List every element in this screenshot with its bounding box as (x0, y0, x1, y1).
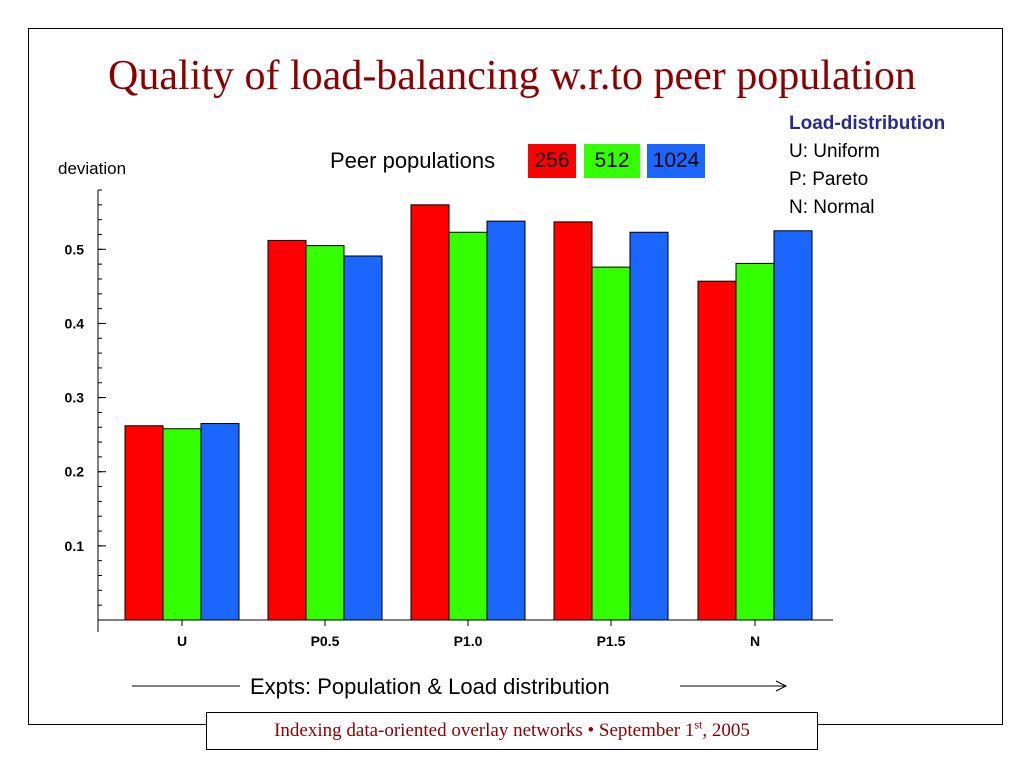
x-tick-label: U (177, 633, 187, 649)
bar-P1.0-512 (448, 231, 488, 621)
y-tick-label: 0.2 (65, 464, 85, 480)
slide-footer: Indexing data-oriented overlay networks … (206, 712, 818, 750)
bar-U-1024 (200, 423, 240, 621)
footer-text: Indexing data-oriented overlay networks … (274, 720, 695, 741)
bar-P0.5-512 (305, 245, 345, 621)
bar-P0.5-256 (267, 239, 307, 621)
legend-uniform: U: Uniform (789, 141, 880, 162)
bar-P0.5-1024 (343, 255, 383, 621)
load-distribution-header: Load-distribution (789, 113, 946, 134)
x-axis-caption: Expts: Population & Load distribution (250, 674, 610, 699)
bar-P1.5-256 (553, 221, 593, 621)
bar-P1.0-256 (410, 204, 450, 621)
y-tick-label: 0.1 (65, 538, 85, 554)
legend-pareto: P: Pareto (789, 169, 869, 190)
bar-U-256 (124, 425, 164, 621)
x-tick-label: P1.5 (597, 633, 626, 649)
x-tick-label: P0.5 (311, 633, 340, 649)
slide-title: Quality of load-balancing w.r.to peer po… (108, 53, 916, 99)
bar-N-1024 (773, 230, 813, 621)
series-legend-512: 512 (584, 144, 640, 178)
bar-P1.5-1024 (629, 231, 669, 621)
x-tick-label: P1.0 (454, 633, 483, 649)
footer-text-end: , 2005 (702, 720, 750, 741)
y-tick-label: 0.5 (65, 241, 85, 257)
caption-arrowhead (775, 680, 788, 692)
bar-N-256 (697, 280, 737, 621)
footer-superscript: st (694, 717, 703, 732)
bar-N-512 (735, 262, 775, 621)
x-tick-label: N (750, 633, 760, 649)
bar-P1.5-512 (591, 266, 631, 621)
series-legend-256: 256 (528, 144, 576, 178)
series-legend-1024: 1024 (647, 144, 705, 178)
peer-populations-label: Peer populations (330, 148, 496, 173)
bar-P1.0-1024 (486, 220, 526, 621)
legend-normal: N: Normal (789, 197, 875, 218)
bar-U-512 (162, 428, 202, 621)
y-tick-label: 0.3 (65, 390, 85, 406)
y-axis-label: deviation (58, 159, 126, 178)
y-tick-label: 0.4 (65, 315, 85, 331)
load-distribution-legend: Load-distribution U: Uniform P: Pareto N… (789, 110, 945, 222)
